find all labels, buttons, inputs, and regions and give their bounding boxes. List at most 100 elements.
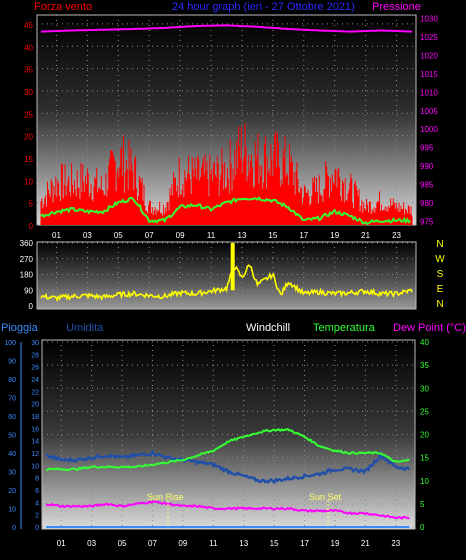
wind-tick-label: 30: [24, 88, 33, 97]
temperature-tick-label: 0: [420, 523, 425, 532]
humidity-tick-label: 80: [8, 377, 16, 384]
rain-tick-label: 30: [31, 340, 39, 347]
hour-tick-label: 23: [391, 539, 400, 548]
temperature-tick-label: 10: [420, 477, 429, 486]
pressure-tick-label: 1015: [420, 70, 438, 79]
direction-tick-label: 90: [24, 286, 33, 295]
rain-tick-label: 16: [31, 426, 39, 433]
hour-tick-label: 23: [392, 231, 401, 240]
hour-tick-label: 01: [57, 539, 66, 548]
pressure-tick-label: 975: [420, 217, 434, 226]
hour-tick-label: 03: [83, 231, 92, 240]
average-wind-series: [40, 196, 412, 226]
hour-tick-label: 05: [118, 539, 127, 548]
hour-tick-label: 17: [299, 231, 308, 240]
humidity-tick-label: 90: [8, 359, 16, 366]
temperature-series: [45, 427, 411, 528]
rain-tick-label: 2: [35, 513, 39, 520]
temperature-tick-label: 30: [420, 384, 429, 393]
wind-tick-label: 5: [29, 200, 34, 209]
humidity-tick-label: 10: [8, 507, 16, 514]
chart-title: 24 hour graph (ieri - 27 Ottobre 2021): [172, 1, 355, 13]
pressure-tick-label: 980: [420, 199, 434, 208]
wind-tick-label: 25: [24, 110, 33, 119]
rain-tick-label: 6: [35, 488, 39, 495]
pressure-tick-label: 1010: [420, 88, 438, 97]
wind-tick-label: 35: [24, 66, 33, 75]
rain-tick-label: 22: [31, 389, 39, 396]
hour-tick-label: 13: [238, 231, 247, 240]
wind-direction-tick-labels: 0 90 180 270 360: [20, 239, 34, 311]
hour-tick-label: 15: [268, 231, 277, 240]
wind-tick-label: 0: [29, 222, 34, 231]
rain-tick-label: 28: [31, 352, 39, 359]
rain-tick-label: 12: [31, 451, 39, 458]
temperature-tick-labels: 0510152025303540010203040506070809010002…: [4, 338, 429, 548]
hour-tick-label: 09: [176, 231, 185, 240]
pressure-label: Pressione: [372, 1, 421, 13]
humidity-tick-label: 20: [8, 488, 16, 495]
hour-tick-label: 03: [87, 539, 96, 548]
rain-tick-label: 8: [35, 476, 39, 483]
hour-tick-label: 01: [52, 231, 61, 240]
hour-tick-label: 19: [331, 539, 340, 548]
pressure-tick-label: 1030: [420, 15, 438, 24]
wind-tick-label: 15: [24, 155, 33, 164]
temperature-tick-label: 20: [420, 431, 429, 440]
wind-direction-plot-area: [37, 242, 416, 309]
direction-tick-label: 270: [20, 255, 34, 264]
hour-tick-label: 05: [114, 231, 123, 240]
dew-point-series: [45, 500, 410, 520]
legend-windchill: Windchill: [246, 322, 290, 334]
temperature-tick-label: 15: [420, 454, 429, 463]
humidity-tick-label: 60: [8, 414, 16, 421]
pressure-series: [40, 24, 413, 33]
wind-direction-series: [40, 243, 413, 303]
hour-tick-label: 07: [148, 539, 157, 548]
hour-tick-label: 11: [209, 539, 218, 548]
hour-tick-label: 21: [361, 539, 370, 548]
direction-tick-label: 360: [20, 239, 34, 248]
compass-label: N: [436, 299, 443, 310]
rain-tick-label: 4: [35, 500, 39, 507]
temperature-tick-label: 5: [420, 500, 425, 509]
temperature-tick-label: 40: [420, 338, 429, 347]
humidity-tick-label: 40: [8, 451, 16, 458]
humidity-tick-label: 100: [4, 340, 16, 347]
hour-tick-label: 07: [145, 231, 154, 240]
temperature-series: [45, 427, 410, 472]
humidity-series: [45, 449, 411, 485]
pressure-tick-label: 1020: [420, 52, 438, 61]
wind-strength-label: Forza vento: [34, 1, 92, 13]
legend-rain: Pioggia: [1, 322, 39, 334]
hour-tick-label: 19: [330, 231, 339, 240]
legend-humidity: Umidita: [66, 322, 104, 334]
wind-tick-label: 45: [24, 21, 33, 30]
humidity-tick-label: 0: [12, 525, 16, 532]
rain-tick-label: 20: [31, 402, 39, 409]
sun-rise-label: Sun Rise: [147, 492, 184, 502]
rain-tick-label: 24: [31, 377, 39, 384]
wind-pressure-series: [40, 24, 413, 226]
hour-tick-label: 13: [239, 539, 248, 548]
hour-tick-label: 15: [270, 539, 279, 548]
rain-tick-label: 26: [31, 365, 39, 372]
rain-tick-label: 18: [31, 414, 39, 421]
wind-tick-label: 20: [24, 133, 33, 142]
wind-tick-label: 40: [24, 43, 33, 52]
wind-direction-series: [40, 264, 413, 303]
humidity-tick-label: 50: [8, 433, 16, 440]
rain-tick-label: 10: [31, 463, 39, 470]
hour-tick-label: 11: [207, 231, 216, 240]
pressure-tick-label: 995: [420, 144, 434, 153]
wind-pressure-tick-labels: 0510152025303540459759809859909951000100…: [24, 15, 438, 240]
compass-label: E: [437, 284, 444, 295]
legend-dew-point: Dew Point (°C): [393, 322, 466, 334]
temperature-tick-label: 25: [420, 407, 429, 416]
legend-temperature: Temperatura: [313, 322, 376, 334]
wind-tick-label: 10: [24, 177, 33, 186]
temperature-tick-label: 35: [420, 361, 429, 370]
compass-label: W: [435, 254, 445, 265]
